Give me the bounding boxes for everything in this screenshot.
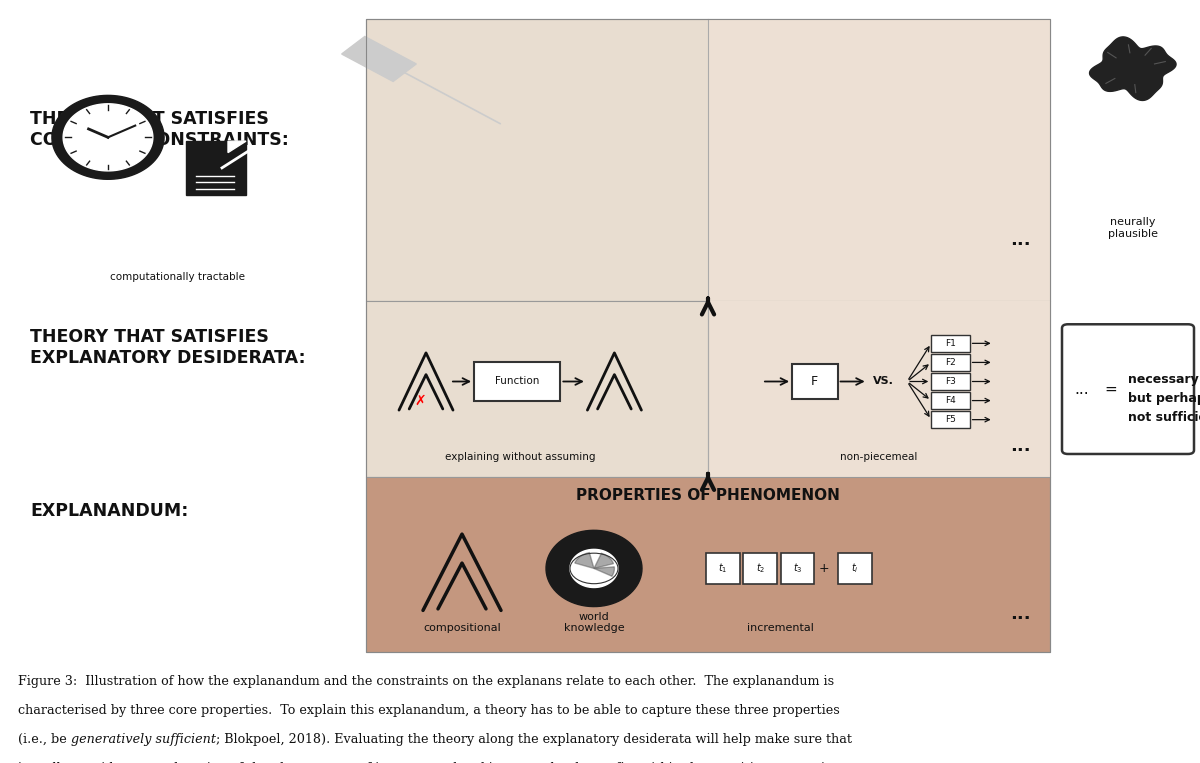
Text: F3: F3 (944, 377, 956, 386)
Text: non-piecemeal: non-piecemeal (840, 452, 918, 462)
Polygon shape (575, 552, 594, 568)
Text: compositional: compositional (424, 623, 500, 633)
Text: F5: F5 (944, 415, 956, 424)
Polygon shape (570, 549, 618, 588)
Text: F: F (811, 375, 818, 388)
Text: ; Blokpoel, 2018). Evaluating the theory along the explanatory desiderata will h: ; Blokpoel, 2018). Evaluating the theory… (216, 733, 852, 746)
Text: necessary: necessary (1128, 373, 1199, 386)
Text: ...: ... (1009, 231, 1031, 250)
Bar (366, 301, 1050, 477)
Text: +: + (818, 562, 829, 575)
Bar (366, 19, 1050, 652)
Bar (366, 477, 1050, 652)
Text: explaining without assuming: explaining without assuming (445, 452, 595, 462)
Polygon shape (228, 141, 246, 153)
Bar (744, 553, 778, 584)
Bar (186, 141, 246, 195)
Text: ✗: ✗ (414, 394, 426, 407)
Text: ...: ... (1009, 605, 1031, 623)
Bar (780, 553, 814, 584)
Polygon shape (594, 553, 613, 568)
Text: F2: F2 (946, 358, 955, 367)
Text: PROPERTIES OF PHENOMENON: PROPERTIES OF PHENOMENON (576, 488, 840, 504)
Bar (931, 411, 970, 428)
Bar (931, 392, 970, 409)
Text: Function: Function (496, 376, 539, 387)
Text: but perhaps: but perhaps (1128, 392, 1200, 405)
Bar (474, 362, 560, 401)
Text: neurally
plausible: neurally plausible (1108, 217, 1158, 239)
Polygon shape (342, 37, 416, 82)
Bar (366, 19, 1050, 301)
Polygon shape (546, 530, 642, 607)
Bar (839, 553, 872, 584)
Text: =: = (1104, 382, 1117, 397)
Text: not sufficient: not sufficient (1128, 411, 1200, 424)
Text: computationally tractable: computationally tractable (109, 272, 245, 282)
Bar (931, 373, 970, 390)
Text: $t_2$: $t_2$ (756, 562, 764, 575)
Bar (931, 335, 970, 352)
Bar (792, 364, 838, 399)
Bar (708, 301, 1050, 477)
Bar (708, 19, 1050, 301)
Text: world
knowledge: world knowledge (564, 612, 624, 633)
Text: $t_i$: $t_i$ (851, 562, 859, 575)
Polygon shape (64, 104, 152, 171)
Text: EXPLANANDUM:: EXPLANANDUM: (30, 502, 188, 520)
Text: F1: F1 (944, 339, 956, 348)
Text: $t_1$: $t_1$ (719, 562, 727, 575)
Text: VS.: VS. (872, 376, 894, 387)
Text: F4: F4 (946, 396, 955, 405)
Text: generatively sufficient: generatively sufficient (71, 733, 216, 746)
Bar (931, 354, 970, 371)
Text: ...: ... (1009, 437, 1031, 456)
Text: ...: ... (1074, 382, 1088, 397)
Text: $t_3$: $t_3$ (793, 562, 802, 575)
Bar (706, 553, 739, 584)
FancyBboxPatch shape (1062, 324, 1194, 454)
Text: THEORY THAT SATISFIES
EXPLANATORY DESIDERATA:: THEORY THAT SATISFIES EXPLANATORY DESIDE… (30, 328, 306, 366)
Polygon shape (594, 567, 614, 576)
Text: incremental: incremental (748, 623, 814, 633)
Text: characterised by three core properties.  To explain this explanandum, a theory h: characterised by three core properties. … (18, 704, 840, 717)
Text: (i.e., be: (i.e., be (18, 733, 71, 746)
Text: it really provides an explanation of the phenomenon of interest, and making sure: it really provides an explanation of the… (18, 762, 845, 763)
Polygon shape (1090, 37, 1176, 101)
Text: Figure 3:  Illustration of how the explanandum and the constraints on the explan: Figure 3: Illustration of how the explan… (18, 675, 834, 688)
Polygon shape (52, 95, 164, 179)
Text: THEORY THAT SATISFIES
COGNITIVE CONSTRAINTS:: THEORY THAT SATISFIES COGNITIVE CONSTRAI… (30, 111, 289, 149)
